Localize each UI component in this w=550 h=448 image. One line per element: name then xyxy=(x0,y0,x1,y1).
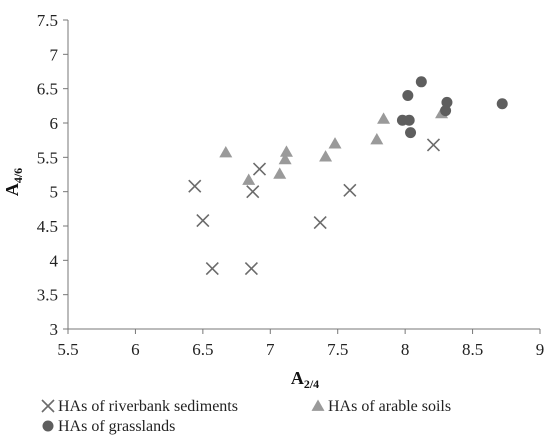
point-has-of-arable-soils xyxy=(370,132,384,145)
x-tick-label: 6.5 xyxy=(192,340,213,359)
legend-label: HAs of grasslands xyxy=(58,418,175,435)
point-has-of-riverbank-sediments xyxy=(196,213,210,228)
point-has-of-riverbank-sediments xyxy=(252,162,267,176)
y-tick-label: 3.5 xyxy=(37,286,58,305)
point-has-of-riverbank-sediments xyxy=(313,216,327,230)
x-tick-label: 8.5 xyxy=(462,340,483,359)
point-has-of-arable-soils xyxy=(377,112,391,124)
point-has-of-grasslands xyxy=(403,114,415,126)
y-tick-label: 7 xyxy=(50,45,59,64)
point-has-of-arable-soils xyxy=(279,145,293,157)
y-axis-label: A4/6 xyxy=(2,168,25,196)
x-tick-label: 9 xyxy=(536,340,545,359)
point-has-of-arable-soils xyxy=(242,173,256,185)
legend: HAs of riverbank sediments HAs of arable … xyxy=(41,398,451,435)
point-has-of-riverbank-sediments xyxy=(188,179,202,193)
x-axis-label: A2/4 xyxy=(291,368,319,391)
point-has-of-riverbank-sediments xyxy=(343,183,357,197)
y-tick-label: 4 xyxy=(50,251,59,270)
point-has-of-grasslands xyxy=(496,98,508,110)
y-tick-label: 5.5 xyxy=(37,148,58,167)
y-tick-label: 6.5 xyxy=(37,80,58,99)
y-tick-label: 6 xyxy=(50,114,59,133)
y-tick-label: 5 xyxy=(50,183,59,202)
point-has-of-grasslands xyxy=(441,96,453,108)
point-has-of-riverbank-sediments xyxy=(246,185,260,199)
legend-marker-x xyxy=(41,399,55,413)
x-tick-label: 6 xyxy=(131,340,140,359)
point-has-of-arable-soils xyxy=(319,150,333,162)
point-has-of-grasslands xyxy=(405,127,417,139)
point-has-of-arable-soils xyxy=(278,152,292,165)
point-has-of-grasslands xyxy=(402,90,414,102)
x-tick-label: 7.5 xyxy=(327,340,348,359)
x-tick-label: 8 xyxy=(401,340,410,359)
point-has-of-riverbank-sediments xyxy=(426,138,441,152)
point-has-of-riverbank-sediments xyxy=(205,262,219,276)
legend-label: HAs of riverbank sediments xyxy=(58,398,238,415)
x-tick-label: 5.5 xyxy=(57,340,78,359)
y-tick-label: 7.5 xyxy=(37,11,58,30)
axes: 5.5 6 6.5 7 7.5 8 8.5 9 3 3.5 4 4.5 5 5.5 6 6.5 7 7.5 A2/4… xyxy=(2,11,544,391)
point-has-of-grasslands xyxy=(440,105,452,117)
y-tick-label: 3 xyxy=(50,320,59,339)
point-has-of-arable-soils xyxy=(328,137,342,149)
point-has-of-arable-soils xyxy=(219,146,233,158)
x-tick-label: 7 xyxy=(266,340,275,359)
legend-marker-circle xyxy=(42,420,54,432)
data-marks xyxy=(188,76,508,276)
point-has-of-riverbank-sediments xyxy=(244,262,258,276)
legend-label: HAs of arable soils xyxy=(328,398,451,415)
point-has-of-arable-soils xyxy=(273,167,287,179)
y-tick-label: 4.5 xyxy=(37,217,58,236)
legend-marker-triangle xyxy=(311,399,325,411)
point-has-of-grasslands xyxy=(415,76,427,88)
